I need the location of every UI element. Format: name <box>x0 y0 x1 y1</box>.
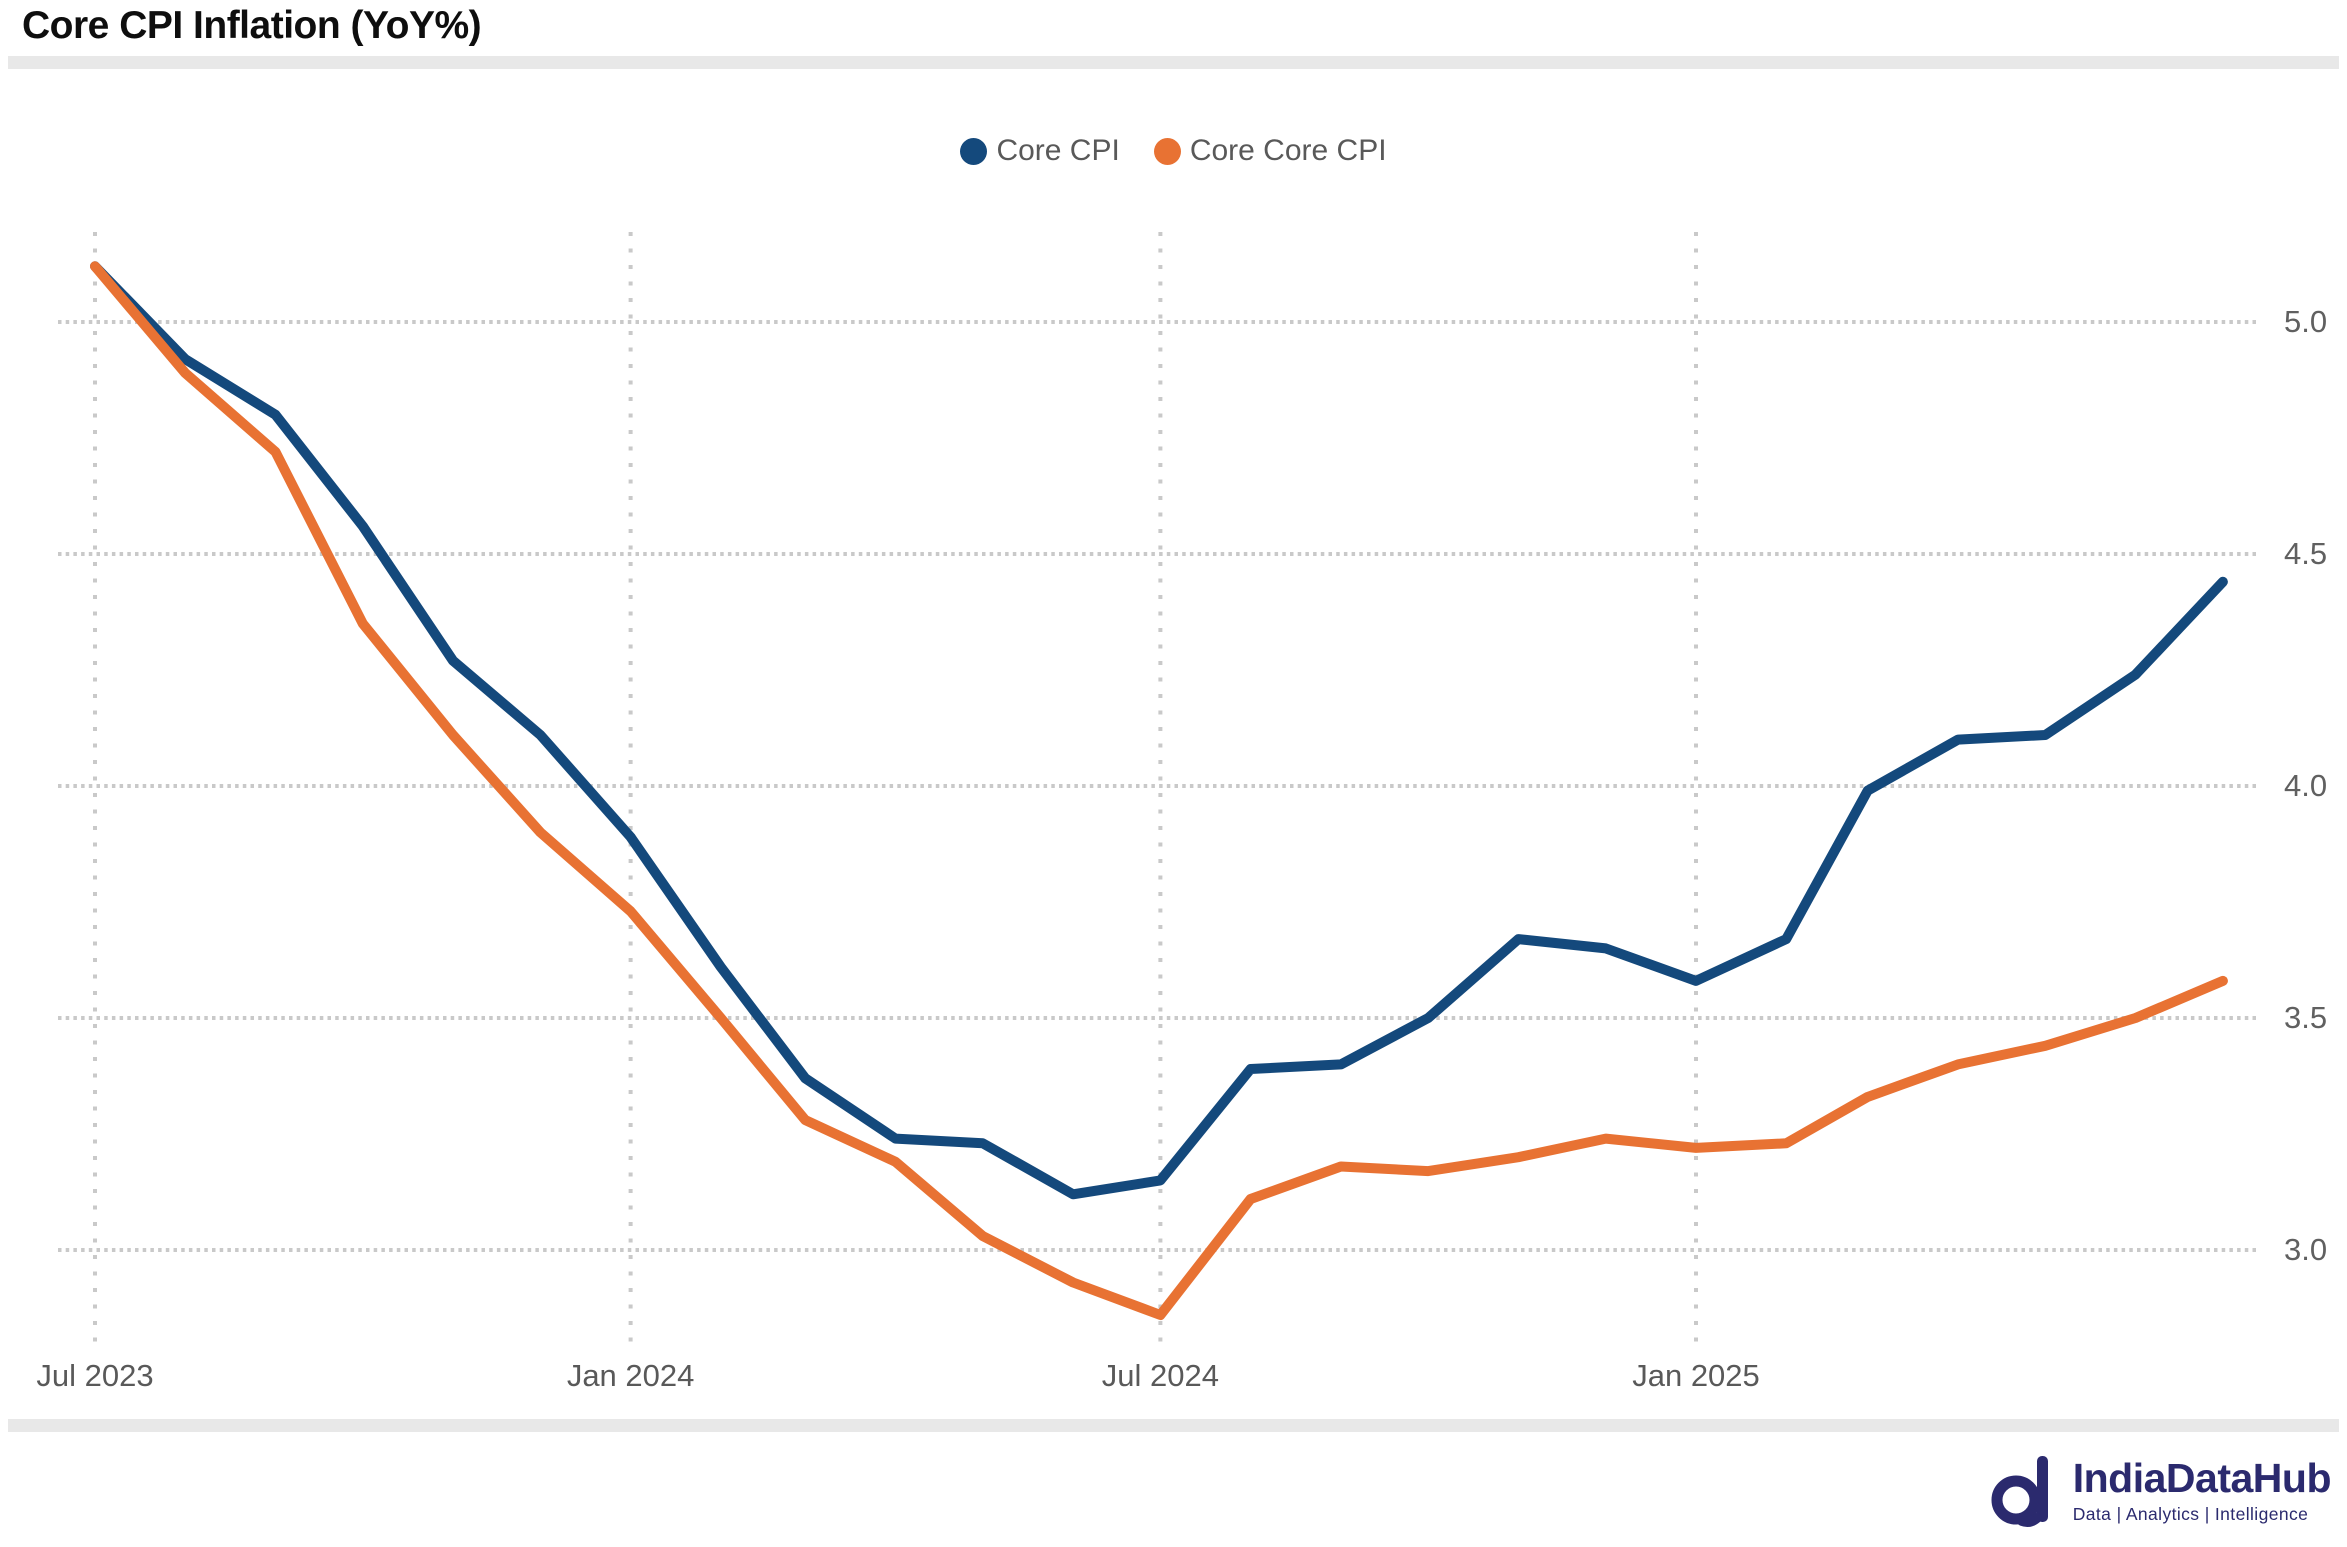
y-axis-tick-label: 5.0 <box>2284 304 2328 339</box>
y-axis-tick-label: 3.0 <box>2284 1232 2328 1267</box>
indiadatahub-logo-icon <box>1991 1456 2048 1527</box>
x-axis-tick-label: Jul 2024 <box>1101 1358 1219 1393</box>
x-axis-tick-label: Jan 2025 <box>1632 1358 1760 1393</box>
brand-name: IndiaDataHub <box>2072 1455 2332 1502</box>
legend-item: Core Core CPI <box>1153 134 1387 168</box>
legend-dot-icon <box>1153 137 1181 165</box>
brand-tagline: Data | Analytics | Intelligence <box>2072 1503 2309 1524</box>
y-axis-tick-label: 4.5 <box>2284 536 2328 571</box>
y-axis-tick-label: 3.5 <box>2284 1000 2328 1035</box>
legend-dot-icon <box>960 137 988 165</box>
footer-divider <box>8 1419 2339 1432</box>
chart-legend: Core CPI Core Core CPI <box>0 134 2347 168</box>
legend-item: Core CPI <box>960 134 1120 168</box>
y-axis-tick-label: 4.0 <box>2284 768 2328 803</box>
core-core-cpi-line <box>90 261 2228 1320</box>
indiadatahub-branding: IndiaDataHub Data | Analytics | Intellig… <box>1989 1452 2332 1530</box>
x-axis-tick-label: Jan 2024 <box>566 1358 695 1393</box>
legend-label: Core CPI <box>996 134 1120 167</box>
core-cpi-line <box>90 261 2228 1200</box>
title-divider <box>8 56 2339 69</box>
legend-label: Core Core CPI <box>1189 134 1387 167</box>
x-axis-tick-label: Jul 2023 <box>36 1358 154 1393</box>
page-title: Core CPI Inflation (YoY%) <box>22 4 482 47</box>
